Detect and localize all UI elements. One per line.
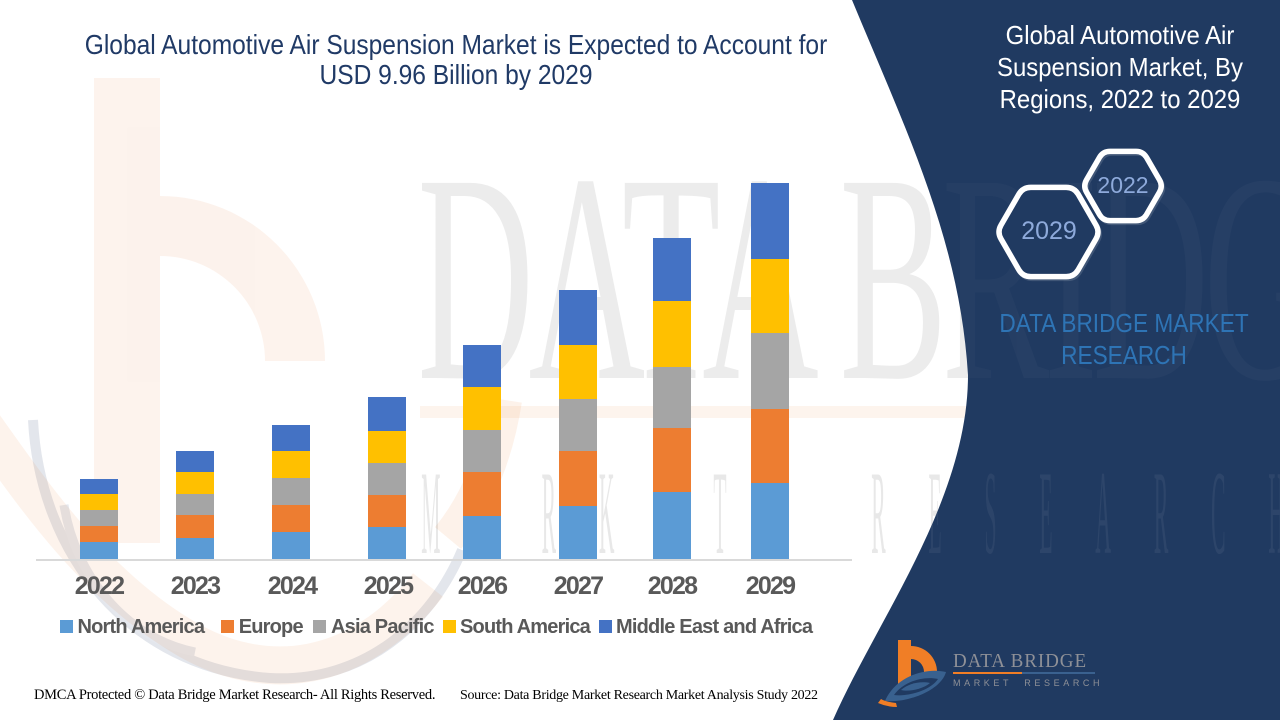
svg-text:MARKET RESEARCH: MARKET RESEARCH <box>421 446 1280 580</box>
